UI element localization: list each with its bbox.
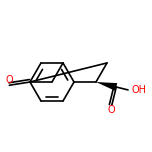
Text: O: O bbox=[108, 105, 116, 115]
Text: O: O bbox=[5, 75, 13, 85]
Polygon shape bbox=[96, 82, 117, 91]
Text: OH: OH bbox=[131, 85, 146, 95]
